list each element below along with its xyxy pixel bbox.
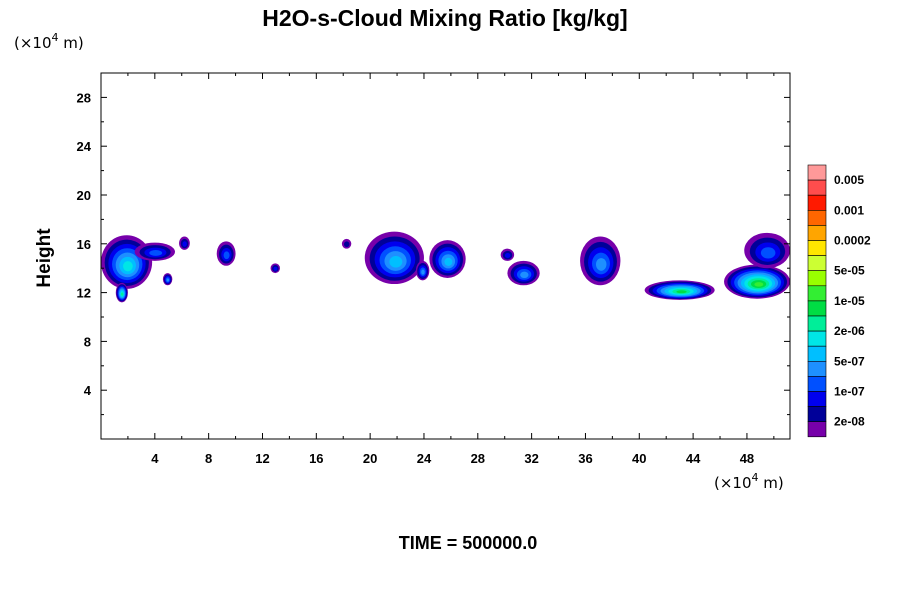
x-unit-label: (×104 m) [714,471,784,492]
cloud-contour-band [123,261,133,272]
x-tick-label: 4 [151,451,159,466]
y-tick-label: 24 [77,139,92,154]
colorbar-swatch [807,406,827,423]
plot-frame [100,72,791,440]
time-label: TIME = 500000.0 [399,533,538,553]
x-tick-label: 8 [205,451,212,466]
cloud-contour-band [149,250,163,256]
y-tick-label: 4 [84,383,92,398]
x-tick-label: 36 [578,451,592,466]
x-tick-label: 48 [740,451,754,466]
cloud-patch [500,248,515,261]
y-tick-label: 12 [77,286,91,301]
colorbar-label: 0.0002 [834,234,871,248]
colorbar-label: 5e-05 [834,264,865,278]
cloud-contour-band [166,278,170,282]
cloud-patch [270,263,280,274]
colorbar-swatch [807,255,827,272]
cloud-field [101,231,790,303]
cloud-patch [134,242,176,261]
colorbar-label: 2e-06 [834,324,865,338]
cloud-contour-band [389,256,403,268]
colorbar-swatch [807,240,827,256]
colorbar-legend: 0.005 0.001 0.0002 5e-05 1e-05 2e-06 5e-07 1e-0… [807,164,871,438]
x-tick-label: 44 [686,451,701,466]
y-axis-label: Height [34,228,55,288]
cloud-patch [580,236,621,286]
cloud-patch [644,280,715,300]
cloud-patch [507,260,540,286]
cloud-patch [415,260,430,281]
x-tick-label: 32 [524,451,538,466]
y-tick-label: 8 [84,334,91,349]
cloud-contour-band [182,241,187,247]
cloud-patch [162,273,173,286]
cloud-contour-band [595,258,607,271]
colorbar-label: 0.005 [834,173,864,187]
colorbar-label: 0.001 [834,203,864,217]
cloud-contour-band [504,253,511,259]
cloud-patch [101,235,153,289]
colorbar-label: 1e-07 [834,385,865,399]
x-tick-label: 24 [417,451,432,466]
colorbar-swatch [807,285,827,302]
cloud-contour-band [760,247,776,259]
x-axis: 4 8 12 16 20 24 28 32 36 40 44 48 [127,73,775,466]
colorbar-swatch [807,210,827,226]
cloud-patch [115,282,128,303]
x-tick-label: 40 [632,451,646,466]
colorbar-swatch [807,330,827,347]
cloud-patch [364,231,424,285]
y-tick-label: 20 [77,188,91,203]
cloud-contour-band [676,290,687,294]
colorbar-swatch [807,391,827,407]
cloud-patch [341,238,352,249]
y-unit-label: (×104 m) [14,31,84,52]
colorbar-swatch [807,194,827,211]
cloud-patch [216,241,236,266]
y-tick-label: 16 [77,237,91,252]
colorbar-swatch [807,315,827,332]
colorbar-swatch [807,179,827,196]
colorbar-swatch [807,345,827,362]
chart-title: H2O-s-Cloud Mixing Ratio [kg/kg] [262,5,627,31]
cloud-contour-band [520,271,529,278]
colorbar-swatch [807,225,827,241]
colorbar-swatch [807,360,827,377]
cloud-contour-band [754,282,764,287]
cloud-patch [744,232,790,269]
x-tick-label: 28 [471,451,485,466]
x-tick-label: 12 [255,451,269,466]
cloud-contour-band [273,266,278,271]
cloud-patch [429,240,466,278]
colorbar-swatch [807,421,827,438]
cloud-contour-band [343,241,350,248]
colorbar-swatch [807,270,827,287]
x-tick-label: 20 [363,451,377,466]
y-axis: 4 8 12 16 20 24 28 [77,90,790,416]
y-tick-label: 28 [77,90,91,105]
colorbar-swatch [807,164,827,181]
x-tick-label: 16 [309,451,323,466]
colorbar-swatch [807,376,827,392]
cloud-contour-band [421,269,425,275]
cloud-contour-band [223,251,230,260]
cloud-patch [179,236,190,250]
colorbar-label: 5e-07 [834,354,865,368]
colorbar-label: 1e-05 [834,294,865,308]
colorbar-swatch [807,300,827,317]
colorbar-label: 2e-08 [834,415,865,429]
cloud-patch [724,264,790,299]
cloud-contour-band [120,292,124,296]
cloud-contour-band [444,257,453,267]
